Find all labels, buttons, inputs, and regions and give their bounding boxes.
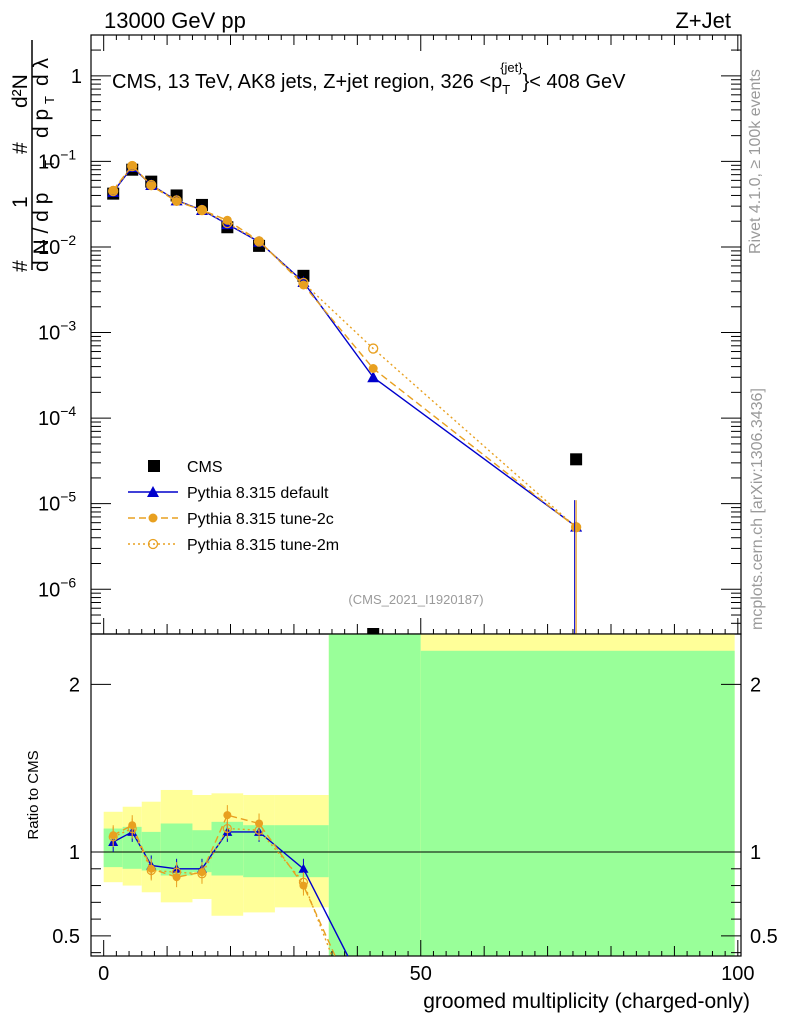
chart-title: CMS, 13 TeV, AK8 jets, Z+jet region, 326…: [112, 60, 626, 97]
ratio-line-2: [112, 827, 333, 957]
ratio-point-0-7: [298, 863, 309, 873]
ratio-y-ticks: 0.5 0.5 1 1 2 2: [52, 674, 778, 954]
data-point-1-8: [367, 371, 380, 383]
ylabel-hash-2: #: [9, 142, 32, 154]
ratio-y-tick-label-left-1: 1: [69, 842, 80, 864]
series-0: [107, 163, 583, 640]
data-point-3-1: [127, 161, 138, 172]
upper-y-ticks: 1 10−1 10−2 10−3 10−4 10−5 10−6: [38, 34, 741, 635]
x-tick-label-2: 100: [721, 963, 754, 985]
series-1: [107, 161, 583, 532]
upper-panel: 1 10−1 10−2 10−3 10−4 10−5 10−6: [38, 34, 742, 640]
header-right: Z+Jet: [675, 8, 731, 33]
data-point-3-5: [222, 217, 233, 229]
ratio-y-tick-label-right-1: 1: [750, 842, 761, 864]
ratio-y-tick-label-right-0: 0.5: [750, 926, 778, 948]
y-tick-label-2: 10−2: [38, 232, 76, 259]
ylabel-dpT: d p: [30, 109, 53, 138]
legend-label-2: Pythia 8.315 tune-2c: [187, 511, 334, 528]
ratio-point-1-5: [223, 811, 232, 820]
ylabel-one: 1: [9, 196, 32, 208]
ratio-point-2-6: [254, 825, 264, 835]
ratio-point-2-5: [222, 823, 232, 834]
ylabel-d2N: d²N: [9, 74, 32, 108]
y-tick-label-1: 10−1: [38, 146, 76, 173]
x-tick-label-1: 50: [410, 963, 432, 985]
ylabel-hash-1: #: [9, 260, 32, 272]
data-point-3-3: [171, 195, 182, 206]
stat-uncertainty-band-8: [328, 634, 421, 956]
ratio-point-2-2: [146, 865, 156, 876]
legend-entry-0: CMS: [148, 459, 223, 476]
ratio-panel: 0 50 100 0.5 0.5 1 1 2 2: [52, 35, 778, 985]
series-3: [108, 161, 582, 533]
ratio-point-2-7: [298, 877, 309, 887]
x-tick-label-0: 0: [98, 963, 109, 985]
stat-uncertainty-band-9: [420, 650, 735, 956]
ratio-point-2-1: [127, 823, 137, 834]
data-point-2-8: [368, 364, 378, 374]
series-2: [108, 160, 581, 532]
mcplots-label: mcplots.cern.ch [arXiv:1306.3436]: [749, 388, 766, 630]
data-point-2-6: [254, 236, 264, 246]
legend-entry-2: Pythia 8.315 tune-2c: [128, 511, 334, 528]
data-point-3-6: [253, 236, 265, 247]
ratio-y-tick-label-left-2: 2: [69, 674, 80, 696]
data-point-3-7: [298, 277, 309, 289]
ratio-y-tick-label-left-0: 0.5: [52, 926, 80, 948]
legend-marker-2: [148, 513, 158, 523]
legend-entry-3: Pythia 8.315 tune-2m: [128, 537, 339, 554]
upper-y-axis-label: # 1 d N / d p T # d²N d p T d λ: [9, 40, 57, 272]
ylabel-dN-dpT: d N / d p: [30, 193, 53, 272]
y-tick-label-0: 1: [71, 66, 82, 88]
ratio-point-2-0: [108, 832, 118, 842]
ratio-bands: [103, 634, 735, 956]
chart-title-end: }< 408 GeV: [523, 71, 627, 93]
data-point-2-7: [298, 280, 308, 290]
data-point-3-2: [146, 179, 157, 191]
legend: CMS Pythia 8.315 default Pythia 8.315 tune…: [128, 459, 339, 554]
ratio-point-2-4: [197, 869, 207, 879]
y-tick-label-4: 10−4: [38, 403, 76, 430]
legend-entry-1: Pythia 8.315 default: [128, 485, 329, 502]
ratio-series-2: [108, 818, 333, 957]
ratio-point-2-3: [172, 867, 182, 877]
y-tick-label-5: 10−5: [38, 489, 76, 516]
y-tick-label-6: 10−6: [38, 574, 76, 601]
data-point-3-4: [196, 204, 208, 216]
chart-title-sub: T: [502, 82, 510, 97]
ratio-y-axis-label: Ratio to CMS: [25, 750, 42, 839]
data-point-3-0: [108, 185, 119, 197]
y-tick-label-3: 10−3: [38, 318, 76, 345]
data-point-3-8: [368, 343, 379, 354]
legend-marker-3: [147, 538, 159, 550]
header-left: 13000 GeV pp: [104, 8, 246, 33]
ylabel-T-sub-2: T: [42, 96, 57, 104]
x-axis-label: groomed multiplicity (charged-only): [423, 990, 750, 1013]
lower-frame: [90, 633, 742, 957]
chart-title-sup: {jet}: [500, 60, 523, 75]
legend-label-3: Pythia 8.315 tune-2m: [187, 537, 339, 554]
ylabel-dlambda: d λ: [30, 57, 53, 86]
ylabel-T-sub-1: T: [42, 160, 57, 168]
legend-label-1: Pythia 8.315 default: [187, 485, 329, 502]
series-line-2: [112, 164, 577, 528]
data-point-2-4: [197, 205, 207, 215]
ratio-y-tick-label-right-2: 2: [750, 674, 761, 696]
x-ticks: 0 50 100: [98, 35, 755, 985]
rivet-version-label: Rivet 4.1.0, ≥ 100k events: [747, 69, 764, 254]
legend-marker-0: [148, 460, 160, 472]
legend-marker-1: [147, 486, 159, 497]
data-point-0-9: [570, 453, 583, 466]
chart-title-text: CMS, 13 TeV, AK8 jets, Z+jet region, 326…: [112, 71, 502, 93]
analysis-id: (CMS_2021_I1920187): [348, 592, 483, 607]
legend-label-0: CMS: [187, 459, 223, 476]
